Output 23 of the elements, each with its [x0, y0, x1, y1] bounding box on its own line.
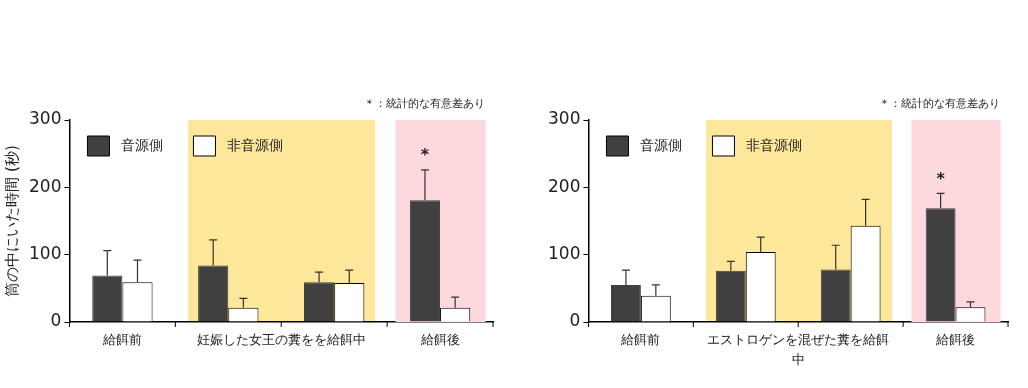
annotation: *: [936, 168, 946, 188]
y-tick-label: 200: [547, 175, 581, 196]
text: ＊：統計的な有意差あり: [364, 97, 485, 111]
annotation: *: [420, 144, 430, 164]
y-tick-label: 0: [569, 310, 581, 331]
legend-label: 非音源側: [746, 136, 803, 153]
y-tick-label: 300: [28, 108, 62, 129]
y-tick-label: 100: [28, 243, 62, 264]
x-tick-label: 給餌前: [620, 331, 661, 347]
x-tick-label: 給餌前: [101, 331, 142, 347]
text: エストロゲンを混ぜた糞を給餌中: [707, 331, 890, 367]
y-tick-label: 200: [28, 175, 62, 196]
text: 妊娠した女王の糞をを給餌中: [196, 331, 366, 347]
x-tick-label: 給餌後: [419, 331, 460, 347]
x-tick-label: 給餌後: [935, 331, 976, 347]
legend-label: 音源側: [121, 136, 164, 153]
legend-label: 音源側: [640, 136, 683, 153]
text: ＊：統計的な有意差あり: [879, 97, 1000, 111]
y-tick-label: 100: [547, 243, 581, 264]
y-axis-title: 筒の中にいた時間 (秒): [2, 145, 21, 297]
y-tick-label: 0: [50, 310, 62, 331]
y-tick-label: 300: [547, 108, 581, 129]
legend-label: 非音源側: [227, 136, 284, 153]
